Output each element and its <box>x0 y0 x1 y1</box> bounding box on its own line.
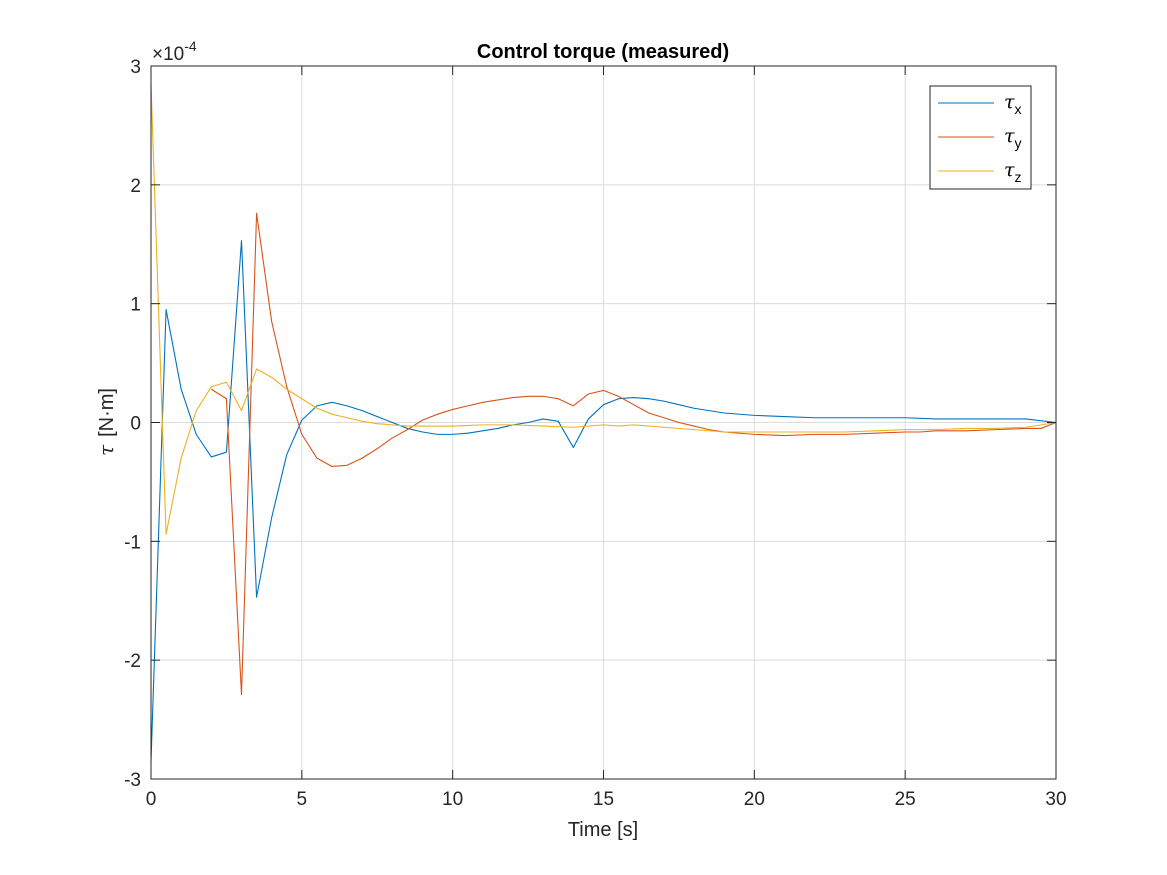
series-line-tau-z <box>150 83 1057 535</box>
y-tick-label: 1 <box>130 295 141 316</box>
legend-entry-tau-y: τy <box>1004 125 1022 151</box>
series-line-tau-y <box>211 212 1057 696</box>
x-tick-label: 15 <box>593 789 614 810</box>
x-tick-label: 25 <box>895 789 916 810</box>
legend: τx τy τz <box>929 85 1032 190</box>
y-tick-label: -1 <box>124 532 141 553</box>
y-exponent-label: ×10-4 <box>152 38 197 65</box>
y-tick-label: -2 <box>124 651 141 672</box>
y-axis-units: [N·m] <box>96 388 118 437</box>
y-tick-label: 2 <box>130 176 141 197</box>
x-tick-label: 10 <box>442 789 463 810</box>
x-tick-label: 0 <box>146 789 157 810</box>
grid-lines <box>151 66 1056 779</box>
series-layer <box>150 83 1057 762</box>
y-tick-label: 0 <box>130 414 141 435</box>
y-axis-symbol: τ <box>94 444 118 456</box>
x-axis-label: Time [s] <box>568 819 638 841</box>
y-axis-label: τ [N·m] <box>94 388 118 456</box>
y-tick-label: 3 <box>130 57 141 78</box>
x-tick-label: 5 <box>297 789 308 810</box>
x-tick-label: 30 <box>1045 789 1066 810</box>
x-tick-label: 20 <box>744 789 765 810</box>
series-line-tau-x <box>150 240 1057 762</box>
axis-ticks: 0 5 10 15 20 25 30 -3 -2 -1 0 1 2 3 <box>124 57 1066 810</box>
legend-entry-tau-x: τx <box>1004 91 1022 117</box>
legend-entry-tau-z: τz <box>1004 159 1022 185</box>
y-tick-label: -3 <box>124 770 141 791</box>
chart-title: Control torque (measured) <box>477 41 729 63</box>
